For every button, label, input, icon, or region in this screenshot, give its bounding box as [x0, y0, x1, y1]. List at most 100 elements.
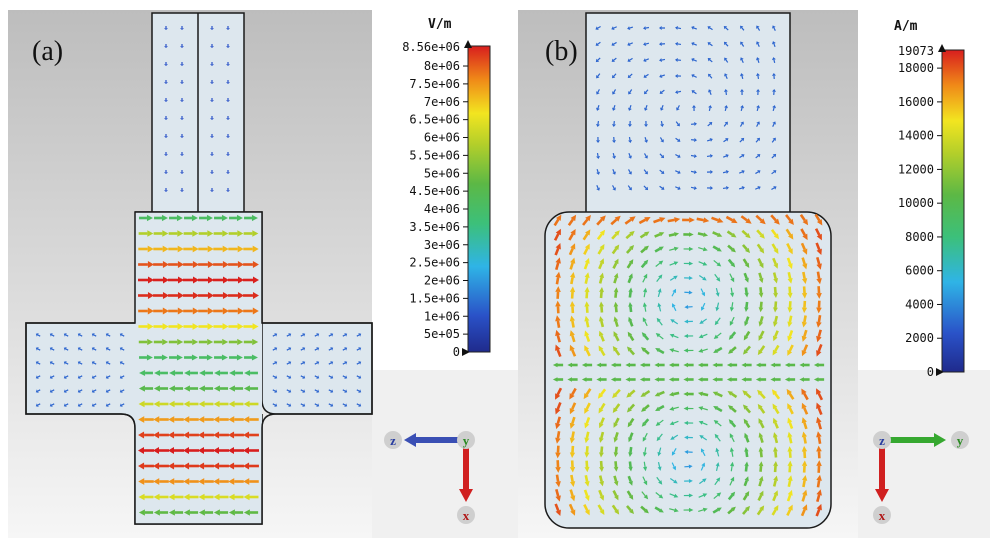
field-arrowhead — [660, 107, 664, 111]
field-arrowhead — [730, 506, 736, 512]
field-arrowhead — [787, 403, 793, 410]
field-arrowhead — [199, 369, 206, 377]
field-arrowhead — [628, 155, 632, 159]
field-arrowhead — [210, 82, 214, 84]
field-arrow — [730, 465, 733, 472]
field-arrow — [613, 57, 617, 61]
field-arrowhead — [206, 354, 213, 361]
field-arrowhead — [555, 257, 561, 264]
field-arrowhead — [49, 361, 53, 365]
field-arrowhead — [756, 89, 761, 92]
field-arrow — [286, 403, 290, 406]
field-arrowhead — [252, 261, 259, 268]
field-arrowhead — [210, 190, 214, 192]
field-arrowhead — [625, 362, 630, 368]
field-arrowhead — [243, 446, 250, 455]
field-arrowhead — [801, 445, 808, 452]
field-arrowhead — [302, 375, 306, 379]
field-arrow — [613, 41, 617, 45]
field-arrowhead — [771, 73, 776, 76]
field-arrowhead — [660, 139, 664, 143]
field-arrowhead — [688, 290, 693, 295]
field-arrow — [79, 334, 83, 337]
field-arrowhead — [816, 278, 822, 285]
field-arrowhead — [180, 190, 184, 192]
field-arrowhead — [228, 462, 235, 470]
field-arrowhead — [192, 323, 199, 330]
field-arrowhead — [180, 172, 184, 174]
field-arrow — [585, 388, 592, 396]
field-arrow — [671, 291, 675, 297]
colorbar-b-unit: A/m — [894, 19, 918, 34]
field-arrow — [702, 333, 708, 337]
field-arrow — [629, 432, 634, 439]
field-arrowhead — [63, 389, 67, 393]
field-arrowhead — [723, 41, 728, 46]
field-arrowhead — [740, 105, 745, 109]
field-arrow — [286, 348, 290, 351]
field-arrowhead — [210, 64, 214, 66]
field-arrow — [716, 317, 721, 323]
field-arrow — [756, 508, 763, 516]
field-arrow — [342, 348, 346, 351]
field-arrowhead — [226, 64, 230, 66]
field-arrowhead — [723, 25, 728, 30]
field-arrow — [599, 291, 603, 299]
colorbar-tick-label: 6e+06 — [424, 131, 460, 145]
field-arrowhead — [728, 405, 734, 410]
x-axis-arrowhead-b — [875, 489, 889, 502]
field-arrowhead — [596, 91, 600, 95]
field-arrow — [629, 349, 636, 356]
field-arrowhead — [237, 276, 244, 284]
field-arrow — [585, 416, 591, 425]
field-arrowhead — [77, 403, 81, 407]
field-arrowhead — [613, 466, 619, 472]
field-arrowhead — [169, 369, 176, 377]
field-arrow — [598, 489, 603, 497]
field-arrow — [774, 315, 779, 323]
field-arrow — [771, 139, 775, 143]
field-arrow — [661, 58, 666, 61]
field-arrowhead — [180, 82, 184, 84]
field-arrow — [314, 348, 318, 351]
field-arrowhead — [739, 73, 744, 77]
field-arrowhead — [744, 262, 750, 268]
field-arrowhead — [192, 338, 199, 346]
field-arrowhead — [759, 233, 765, 239]
field-arrowhead — [344, 333, 348, 337]
field-arrow — [643, 461, 646, 468]
field-arrowhead — [288, 333, 292, 337]
field-arrowhead — [688, 276, 693, 281]
field-arrow — [585, 446, 589, 453]
field-arrowhead — [683, 406, 689, 411]
field-arrowhead — [599, 258, 605, 264]
field-arrowhead — [105, 347, 109, 351]
field-arrowhead — [288, 389, 292, 393]
field-arrowhead — [161, 354, 168, 361]
field-arrow — [787, 271, 792, 279]
field-arrow — [757, 43, 760, 47]
field-arrow — [654, 233, 661, 238]
field-arrow — [658, 433, 663, 439]
field-arrowhead — [567, 377, 572, 382]
field-arrowhead — [693, 154, 697, 159]
field-arrowhead — [816, 474, 822, 481]
field-arrowhead — [693, 186, 697, 191]
field-arrow — [756, 243, 763, 251]
field-arrowhead — [153, 400, 160, 408]
field-arrow — [725, 75, 728, 79]
field-arrowhead — [691, 42, 695, 46]
field-arrow — [37, 375, 41, 378]
field-arrowhead — [802, 233, 808, 241]
field-arrowhead — [599, 509, 605, 516]
field-arrow — [741, 75, 744, 80]
field-arrow — [677, 90, 682, 93]
field-arrow — [730, 407, 737, 413]
field-arrowhead — [581, 362, 587, 368]
field-arrow — [722, 155, 727, 158]
field-arrow — [107, 334, 111, 337]
field-arrow — [658, 447, 662, 453]
x-axis-label: x — [463, 508, 470, 523]
field-arrow — [816, 256, 821, 265]
field-arrowhead — [198, 385, 205, 392]
